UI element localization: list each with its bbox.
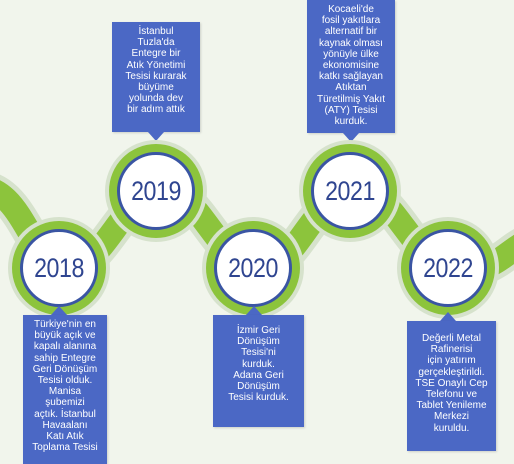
milestone-card-2022: Değerli Metal Rafinerisi için yatırım ge…: [407, 321, 496, 451]
milestone-node-2022: 2022: [401, 221, 495, 315]
milestone-node-2020: 2020: [206, 221, 300, 315]
year-label: 2022: [423, 252, 473, 283]
year-badge: 2018: [20, 229, 98, 307]
milestone-card-2019: İstanbul Tuzla'da Entegre bir Atık Yönet…: [112, 22, 200, 132]
milestone-card-2018: Türkiye'nin en büyük açık ve kapalı alan…: [23, 315, 107, 464]
card-pointer: [440, 312, 456, 321]
year-badge: 2019: [117, 152, 195, 230]
year-badge: 2020: [214, 229, 292, 307]
milestone-card-2021: Kocaeli'de fosil yakıtlara alternatif bi…: [307, 0, 395, 133]
year-badge: 2021: [311, 152, 389, 230]
year-label: 2021: [325, 175, 375, 206]
card-pointer: [246, 306, 262, 315]
card-pointer: [51, 306, 67, 315]
milestone-node-2019: 2019: [109, 144, 203, 238]
milestone-node-2018: 2018: [12, 221, 106, 315]
card-pointer: [148, 132, 164, 141]
card-pointer: [343, 133, 359, 142]
year-label: 2018: [34, 252, 84, 283]
milestone-node-2021: 2021: [303, 144, 397, 238]
milestone-card-2020: İzmir Geri Dönüşüm Tesisi'ni kurduk. Ada…: [213, 315, 304, 427]
year-label: 2020: [228, 252, 278, 283]
year-badge: 2022: [409, 229, 487, 307]
year-label: 2019: [131, 175, 181, 206]
